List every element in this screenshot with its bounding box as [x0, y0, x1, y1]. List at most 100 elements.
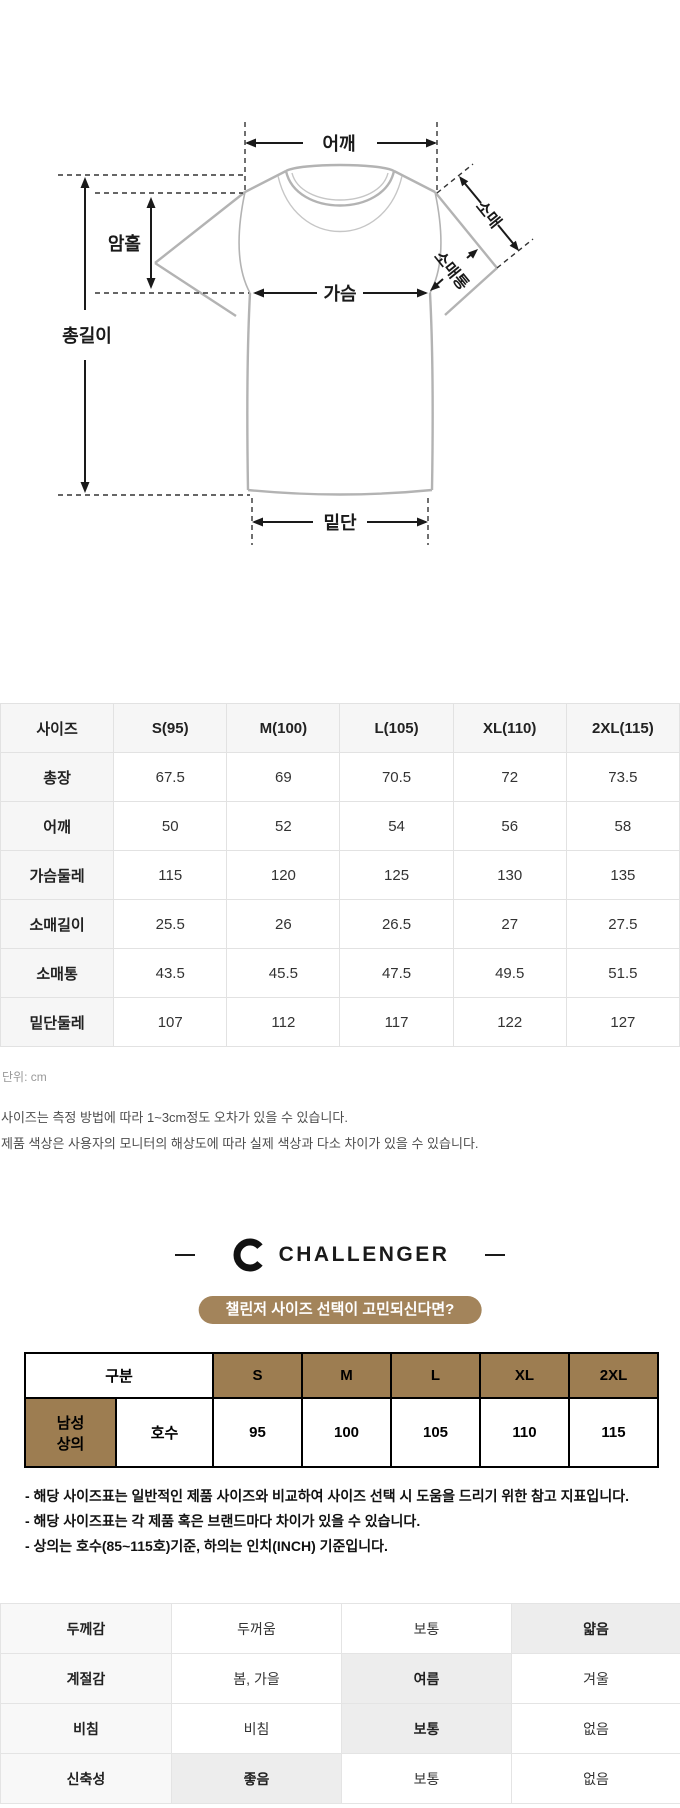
cell: 50: [113, 801, 228, 851]
cell: 겨울: [511, 1653, 680, 1704]
cell: 27: [452, 899, 567, 949]
size-table-header: 2XL(115): [565, 703, 680, 753]
row-label: 소매길이: [0, 899, 115, 949]
size-table-header: XL(110): [452, 703, 567, 753]
brand-logo: CHALLENGER: [0, 1234, 680, 1276]
diagram-label-chest: 가슴: [323, 284, 356, 304]
cell: 125: [339, 850, 454, 900]
size-table-header: S(95): [113, 703, 228, 753]
cell: 135: [565, 850, 680, 900]
guide-note-line: - 해당 사이즈표는 일반적인 제품 사이즈와 비교하여 사이즈 선택 시 도움…: [25, 1488, 629, 1504]
size-help-badge: 챌린저 사이즈 선택이 고민되신다면?: [198, 1296, 482, 1324]
cell: 없음: [511, 1753, 680, 1804]
cell: 67.5: [113, 752, 228, 802]
cell: 보통: [341, 1753, 512, 1804]
cell: 54: [339, 801, 454, 851]
cell: 26.5: [339, 899, 454, 949]
dimension-arrows: [80, 138, 519, 527]
selected-cell: 보통: [341, 1703, 512, 1754]
cell: 115: [568, 1397, 660, 1468]
guide-note-line: - 상의는 호수(85~115호)기준, 하의는 인치(INCH) 기준입니다.: [25, 1538, 388, 1554]
cell: 봄, 가을: [171, 1653, 342, 1704]
table-row: 밑단둘레 107 112 117 122 127: [0, 997, 680, 1047]
cell: 56: [452, 801, 567, 851]
cell: 보통: [341, 1603, 512, 1654]
cell: 95: [212, 1397, 304, 1468]
color-difference-note: 제품 색상은 사용자의 모니터의 해상도에 따라 실제 색상과 다소 차이가 있…: [1, 1136, 479, 1151]
cell: 117: [339, 997, 454, 1047]
diagram-label-shoulder: 어깨: [322, 134, 355, 154]
cell: 없음: [511, 1703, 680, 1754]
guide-row-label: 호수: [114, 1397, 215, 1468]
size-table-header: M(100): [226, 703, 341, 753]
table-row: 어깨 50 52 54 56 58: [0, 801, 680, 851]
cell: 73.5: [565, 752, 680, 802]
cell: 110: [479, 1397, 571, 1468]
unit-note: 단위: cm: [2, 1070, 47, 1084]
row-label: 어깨: [0, 801, 115, 851]
cell: 두꺼움: [171, 1603, 342, 1654]
table-row: 비침 비침 보통 없음: [0, 1703, 680, 1754]
guide-header-row: 구분 S M L XL 2XL: [23, 1352, 660, 1399]
guide-size-header: S: [212, 1352, 304, 1399]
cell: 120: [226, 850, 341, 900]
guide-corner-header: 구분: [23, 1352, 215, 1399]
guide-size-header: 2XL: [568, 1352, 660, 1399]
selected-cell: 여름: [341, 1653, 512, 1704]
diagram-label-total-length: 총길이: [62, 325, 112, 346]
tshirt-outline: [154, 163, 498, 496]
table-row: 계절감 봄, 가을 여름 겨울: [0, 1653, 680, 1704]
cell: 112: [226, 997, 341, 1047]
cell: 45.5: [226, 948, 341, 998]
diagram-label-hem: 밑단: [323, 513, 357, 533]
cell: 107: [113, 997, 228, 1047]
category-line: 상의: [56, 1435, 85, 1453]
guide-size-header: XL: [479, 1352, 571, 1399]
logo-left-dash: [174, 1254, 195, 1256]
logo-right-dash: [485, 1254, 506, 1256]
table-row: 소매길이 25.5 26 26.5 27 27.5: [0, 899, 680, 949]
cell: 비침: [171, 1703, 342, 1754]
cell: 26: [226, 899, 341, 949]
cell: 127: [565, 997, 680, 1047]
cell: 100: [301, 1397, 393, 1468]
dashed-guides: [58, 122, 534, 545]
size-table: 사이즈 S(95) M(100) L(105) XL(110) 2XL(115)…: [0, 703, 680, 1047]
cell: 69: [226, 752, 341, 802]
row-label: 밑단둘레: [0, 997, 115, 1047]
size-table-header-row: 사이즈 S(95) M(100) L(105) XL(110) 2XL(115): [0, 703, 680, 753]
cell: 52: [226, 801, 341, 851]
guide-data-row: 남성 상의 호수 95 100 105 110 115: [24, 1397, 660, 1468]
attr-label: 계절감: [0, 1653, 172, 1704]
tshirt-measurement-diagram: 어깨 총길이 암홀 가슴 밑단 소매 소매통: [58, 122, 534, 545]
table-row: 두께감 두꺼움 보통 얇음: [0, 1603, 680, 1654]
table-row: 가슴둘레 115 120 125 130 135: [0, 850, 680, 900]
table-row: 소매통 43.5 45.5 47.5 49.5 51.5: [0, 948, 680, 998]
size-table-header: 사이즈: [0, 703, 115, 753]
table-row: 총장 67.5 69 70.5 72 73.5: [0, 752, 680, 802]
cell: 58: [565, 801, 680, 851]
cell: 72: [452, 752, 567, 802]
cell: 122: [452, 997, 567, 1047]
cell: 27.5: [565, 899, 680, 949]
guide-note-line: - 해당 사이즈표는 각 제품 혹은 브랜드마다 차이가 있을 수 있습니다.: [25, 1513, 421, 1529]
cell: 130: [452, 850, 567, 900]
guide-size-header: L: [390, 1352, 482, 1399]
category-line: 남성: [56, 1414, 85, 1432]
row-label: 총장: [0, 752, 115, 802]
size-guide-table: 구분 S M L XL 2XL 남성 상의 호수 95 100 105 110 …: [23, 1352, 660, 1468]
table-row: 신축성 좋음 보통 없음: [0, 1753, 680, 1804]
row-label: 가슴둘레: [0, 850, 115, 900]
brand-name: CHALLENGER: [278, 1243, 450, 1266]
cell: 43.5: [113, 948, 228, 998]
fabric-attribute-table: 두께감 두꺼움 보통 얇음 계절감 봄, 가을 여름 겨울 비침 비침 보통 없…: [0, 1603, 680, 1804]
attr-label: 신축성: [0, 1753, 172, 1804]
cell: 47.5: [339, 948, 454, 998]
attr-label: 두께감: [0, 1603, 172, 1654]
cell: 105: [390, 1397, 482, 1468]
challenger-c-icon: [233, 1238, 263, 1272]
cell: 70.5: [339, 752, 454, 802]
cell: 51.5: [565, 948, 680, 998]
cell: 115: [113, 850, 228, 900]
